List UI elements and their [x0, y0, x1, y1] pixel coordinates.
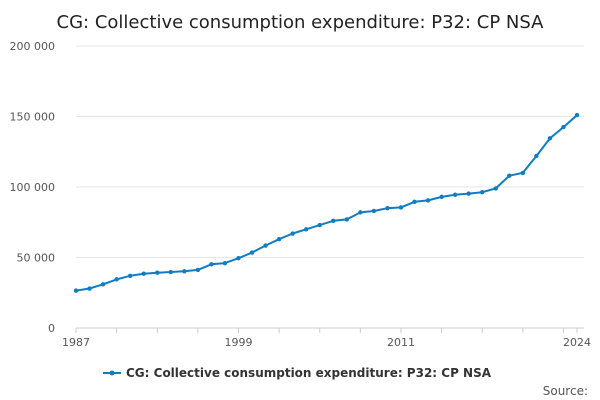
data-point[interactable]	[520, 170, 526, 176]
series-group	[73, 112, 580, 293]
legend-label: CG: Collective consumption expenditure: …	[126, 366, 492, 380]
y-tick-label: 200 000	[10, 40, 56, 53]
data-point[interactable]	[412, 199, 417, 205]
y-tick-label: 0	[48, 322, 55, 335]
y-tick-label: 50 000	[17, 252, 56, 265]
x-tick-label: 2024	[563, 336, 591, 349]
data-point[interactable]	[182, 269, 187, 274]
y-tick-label: 150 000	[10, 111, 56, 124]
data-point[interactable]	[358, 210, 363, 215]
data-point[interactable]	[371, 208, 377, 214]
data-point[interactable]	[398, 205, 404, 210]
data-point[interactable]	[303, 227, 309, 232]
data-point[interactable]	[547, 136, 553, 141]
data-point[interactable]	[439, 194, 444, 200]
data-point[interactable]	[249, 250, 255, 255]
data-point[interactable]	[344, 217, 350, 222]
data-point[interactable]	[331, 218, 336, 224]
source-label: Source:	[543, 384, 588, 398]
data-point[interactable]	[222, 260, 228, 266]
data-point[interactable]	[466, 191, 471, 196]
data-point[interactable]	[100, 282, 106, 287]
data-point[interactable]	[263, 243, 268, 248]
gridlines	[76, 45, 584, 258]
data-point[interactable]	[209, 262, 214, 267]
legend[interactable]: CG: Collective consumption expenditure: …	[103, 366, 492, 380]
data-point[interactable]	[114, 277, 119, 282]
legend-swatch-marker	[109, 370, 115, 376]
data-point[interactable]	[168, 269, 173, 275]
data-point[interactable]	[155, 270, 160, 275]
data-point[interactable]	[425, 198, 431, 203]
data-point[interactable]	[507, 173, 512, 178]
data-point[interactable]	[317, 222, 322, 228]
data-point[interactable]	[73, 288, 79, 293]
x-tick-label: 1987	[62, 336, 90, 349]
data-point[interactable]	[141, 271, 146, 276]
x-tick-label: 2011	[387, 336, 415, 349]
data-point[interactable]	[385, 205, 390, 211]
data-point[interactable]	[195, 267, 201, 273]
y-axis: 0 50 000 100 000 150 000 200 000	[10, 40, 56, 335]
data-point[interactable]	[534, 153, 539, 159]
x-tick-label: 1999	[224, 336, 252, 349]
data-point[interactable]	[290, 231, 295, 236]
data-point[interactable]	[276, 236, 282, 242]
data-point[interactable]	[574, 112, 580, 118]
data-point[interactable]	[452, 192, 458, 197]
data-point[interactable]	[127, 273, 133, 279]
data-point[interactable]	[236, 256, 241, 261]
chart-title: CG: Collective consumption expenditure: …	[57, 12, 545, 33]
data-point[interactable]	[561, 124, 566, 130]
y-tick-label: 100 000	[10, 181, 56, 194]
data-point[interactable]	[87, 286, 92, 291]
x-axis: 1987 1999 2011 2024	[62, 328, 591, 349]
data-point[interactable]	[480, 190, 485, 195]
series-line	[75, 114, 578, 292]
data-point[interactable]	[493, 186, 498, 191]
